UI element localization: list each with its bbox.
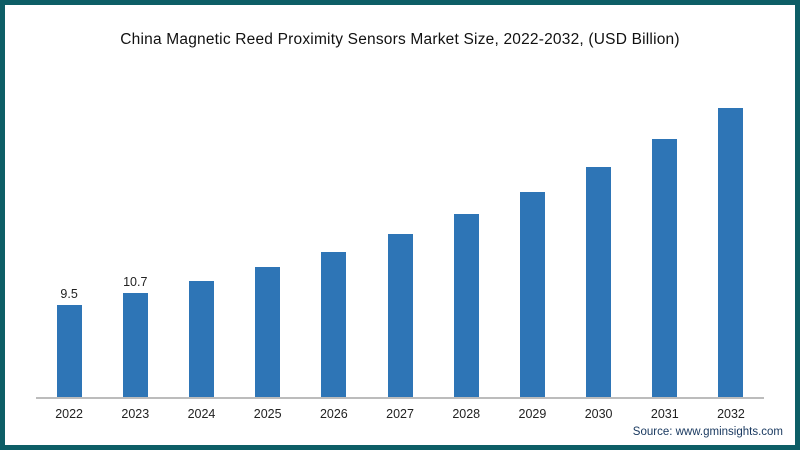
bar-column [235,249,301,397]
bar-column [367,216,433,397]
bar [387,234,413,397]
bar-column: 9.5 [36,287,102,397]
bar-value-label: 9.5 [60,287,78,301]
plot-area: 9.5 10.7 [36,79,764,399]
bar [255,267,281,397]
bar-column [433,196,499,397]
bar [718,108,744,397]
bar-column [301,234,367,397]
bar [188,281,214,397]
x-axis-tick-label: 2026 [319,407,348,421]
x-axis-tick-label: 2022 [55,407,83,421]
x-axis-labels: 2022 2023 2024 2025 2026 2027 2028 2029 2030 2031… [36,407,764,421]
bar [321,252,347,397]
bar-value-label: 10.7 [123,275,148,289]
bar-column: 10.7 [102,275,168,397]
bar [56,305,82,397]
bar-chart: 9.5 10.7 2022 2023 2024 2025 2026 2027 2028 2029… [36,79,764,421]
x-axis-tick-label: 2023 [121,407,150,421]
bar [453,214,479,397]
chart-title: China Magnetic Reed Proximity Sensors Ma… [120,31,680,48]
bar-column [499,174,565,397]
source-label: Source: www.gminsights.com [632,426,783,438]
x-axis-tick-label: 2032 [717,407,745,421]
bar [519,192,545,397]
x-axis-tick-label: 2027 [386,407,414,421]
bar [122,293,148,397]
x-axis-tick-label: 2025 [253,407,282,421]
bar [586,167,612,397]
x-axis-tick-label: 2030 [584,407,613,421]
x-axis-tick-label: 2028 [452,407,481,421]
bar [652,139,678,397]
bar-column [168,263,234,397]
bar-column [698,90,764,397]
x-axis-tick-label: 2029 [518,407,547,421]
bar-column [632,121,698,397]
x-axis-tick-label: 2031 [650,407,679,421]
bar-column [566,149,632,397]
x-axis-tick-label: 2024 [187,407,216,421]
